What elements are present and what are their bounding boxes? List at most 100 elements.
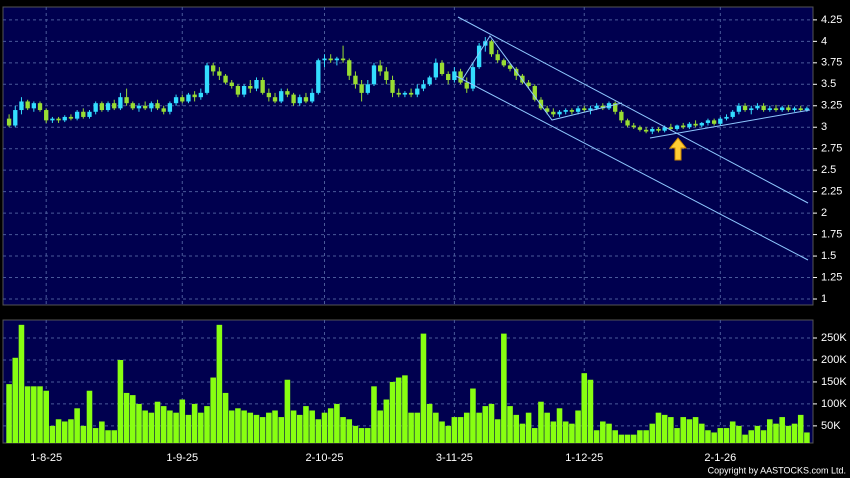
volume-bar	[12, 357, 19, 443]
candle-body	[6, 118, 12, 126]
volume-bar	[532, 428, 538, 443]
y-tick-label: 1	[821, 293, 827, 305]
volume-bar	[389, 381, 396, 443]
volume-bar	[630, 434, 637, 443]
volume-bar	[785, 425, 792, 443]
volume-bar	[179, 399, 186, 443]
volume-bar	[797, 414, 804, 443]
candle-body	[544, 108, 550, 112]
volume-bar	[259, 417, 266, 443]
candle-body	[631, 125, 636, 128]
candle-body	[582, 108, 587, 111]
candle-body	[495, 54, 500, 61]
candle-body	[130, 103, 135, 109]
candle-body	[124, 97, 129, 104]
volume-bar	[680, 417, 686, 443]
volume-bar	[321, 412, 328, 443]
candle-body	[186, 94, 191, 102]
candle-body	[551, 111, 556, 115]
candle-body	[798, 108, 803, 111]
x-tick-label: 1-8-25	[30, 452, 62, 464]
candle-body	[507, 65, 513, 69]
volume-bar	[105, 430, 111, 443]
candle-body	[452, 71, 457, 80]
volume-bar	[68, 419, 74, 443]
volume-bar	[210, 377, 216, 443]
candle-body	[421, 84, 426, 89]
volume-bar	[198, 412, 204, 443]
volume-bar	[74, 408, 80, 443]
x-tick-label: 3-11-25	[436, 452, 473, 464]
volume-bar	[37, 386, 43, 443]
candle-body	[56, 118, 61, 121]
candle-body	[173, 97, 179, 104]
volume-bar	[99, 421, 105, 443]
volume-bar	[160, 406, 167, 443]
candle-body	[118, 97, 123, 109]
candle-body	[792, 108, 797, 111]
volume-bar	[692, 417, 699, 443]
candle-body	[742, 105, 748, 111]
y-tick-label: 3.5	[821, 78, 836, 90]
volume-bar	[86, 390, 93, 443]
volume-bar	[371, 386, 377, 443]
volume-bar	[408, 412, 414, 443]
candle-body	[217, 71, 222, 76]
channel-lower	[455, 75, 809, 261]
candle-body	[476, 45, 482, 68]
x-tick-label: 1-9-25	[166, 452, 198, 464]
candle-body	[297, 97, 302, 104]
candle-body	[74, 111, 80, 119]
candle-body	[340, 58, 346, 61]
y-tick-label: 250K	[821, 332, 847, 344]
candle-body	[780, 107, 785, 111]
volume-bar	[748, 430, 755, 443]
candle-body	[334, 58, 340, 61]
volume-bar	[494, 419, 501, 443]
y-tick-label: 3	[821, 121, 827, 133]
volume-bar	[173, 412, 179, 443]
volume-bar	[284, 379, 291, 443]
candle-body	[396, 92, 401, 95]
trend-lines	[455, 16, 811, 261]
volume-bar	[624, 434, 631, 443]
volume-bar	[6, 384, 12, 443]
candle-body	[464, 82, 469, 89]
volume-bar	[804, 432, 810, 443]
candle-body	[279, 91, 284, 102]
candle-body	[786, 107, 791, 111]
candle-body	[637, 127, 643, 130]
candle-body	[161, 108, 166, 112]
candle-body	[773, 108, 779, 111]
candle-body	[13, 110, 18, 126]
volume-bar	[729, 421, 736, 443]
candle-body	[650, 128, 655, 132]
candle-body	[68, 116, 74, 119]
volume-bar	[55, 419, 62, 443]
candle-body	[25, 101, 30, 109]
candle-body	[62, 116, 67, 121]
candle-body	[613, 103, 618, 112]
volume-bar	[111, 430, 118, 443]
candle-body	[204, 65, 210, 93]
volume-bar	[587, 379, 594, 443]
volume-bar	[247, 412, 254, 443]
volume-bar	[723, 428, 730, 443]
volume-bar	[154, 401, 161, 443]
candle-body	[291, 94, 296, 104]
volume-bar	[426, 403, 433, 443]
volume-bar	[513, 414, 520, 443]
volume-bar	[358, 428, 365, 443]
candle-body	[211, 65, 216, 72]
volume-bar	[352, 425, 359, 443]
volume-bar	[674, 428, 680, 443]
volume-bar	[123, 392, 130, 443]
candle-body	[433, 62, 438, 78]
volume-bar	[327, 408, 334, 443]
candle-body	[693, 123, 698, 126]
volume-bar	[167, 410, 173, 443]
volume-bar	[606, 423, 612, 443]
candle-body	[415, 88, 420, 95]
volume-bar	[92, 428, 99, 443]
